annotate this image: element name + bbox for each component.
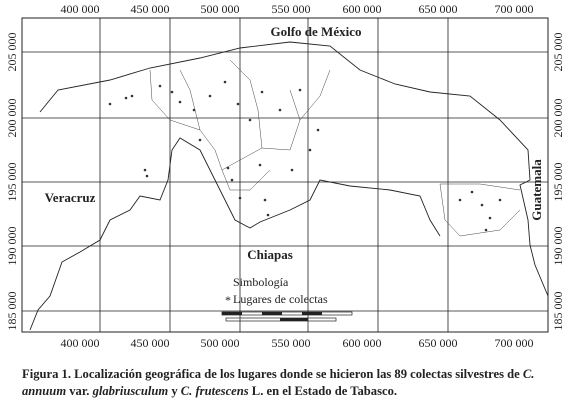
x-label-top: 700 000 (495, 2, 534, 16)
y-label-right: 205 000 (551, 33, 565, 72)
map-frame (21, 17, 549, 333)
scale-bar (221, 311, 353, 322)
x-label-top: 650 000 (419, 2, 458, 16)
y-label-right: 190 000 (551, 227, 565, 266)
x-label-top: 500 000 (201, 2, 240, 16)
place-label: Guatemala (529, 159, 544, 221)
y-label-right: 185 000 (551, 292, 565, 331)
y-label-left: 195 000 (5, 163, 19, 202)
caption-text: glabriusculum (92, 384, 169, 398)
x-label-bottom: 650 000 (419, 336, 458, 350)
place-label: Veracruz (45, 190, 96, 205)
axis-labels: 400 000 450 000 500 000 550 000 600 000 650 0… (5, 2, 565, 350)
caption-text: Figura 1. Localización geográfica de los… (22, 367, 523, 381)
y-label-left: 185 000 (5, 292, 19, 331)
legend-title: Simbología (233, 275, 289, 289)
caption-text: L. en el Estado de Tabasco. (248, 384, 398, 398)
legend-symbol: * (225, 293, 231, 307)
grid (22, 18, 548, 332)
x-label-bottom: 550 000 (272, 336, 311, 350)
map: Golfo de México Veracruz Chiapas Guatema… (5, 2, 565, 350)
caption-text: var. (66, 384, 93, 398)
x-label-top: 550 000 (272, 2, 311, 16)
legend-item: Lugares de colectas (233, 292, 328, 306)
caption-text: C. annuum (22, 367, 538, 398)
x-label-bottom: 600 000 (343, 336, 382, 350)
municipal-borders (149, 59, 521, 237)
y-label-left: 200 000 (5, 99, 19, 138)
x-label-bottom: 500 000 (201, 336, 240, 350)
x-label-top: 400 000 (61, 2, 100, 16)
figure-caption: Figura 1. Localización geográfica de los… (22, 366, 558, 400)
place-label: Golfo de México (271, 24, 362, 39)
y-label-right: 195 000 (551, 163, 565, 202)
x-label-bottom: 450 000 (131, 336, 170, 350)
x-label-top: 450 000 (131, 2, 170, 16)
y-label-right: 200 000 (551, 99, 565, 138)
caption-text: C. frutescens (180, 384, 249, 398)
caption-text: y (168, 384, 181, 398)
collection-points (108, 80, 502, 232)
y-label-left: 190 000 (5, 227, 19, 266)
x-label-bottom: 400 000 (61, 336, 100, 350)
state-outline (29, 41, 549, 331)
x-label-top: 600 000 (343, 2, 382, 16)
y-label-left: 205 000 (5, 33, 19, 72)
x-label-bottom: 700 000 (495, 336, 534, 350)
place-label: Chiapas (247, 247, 293, 262)
